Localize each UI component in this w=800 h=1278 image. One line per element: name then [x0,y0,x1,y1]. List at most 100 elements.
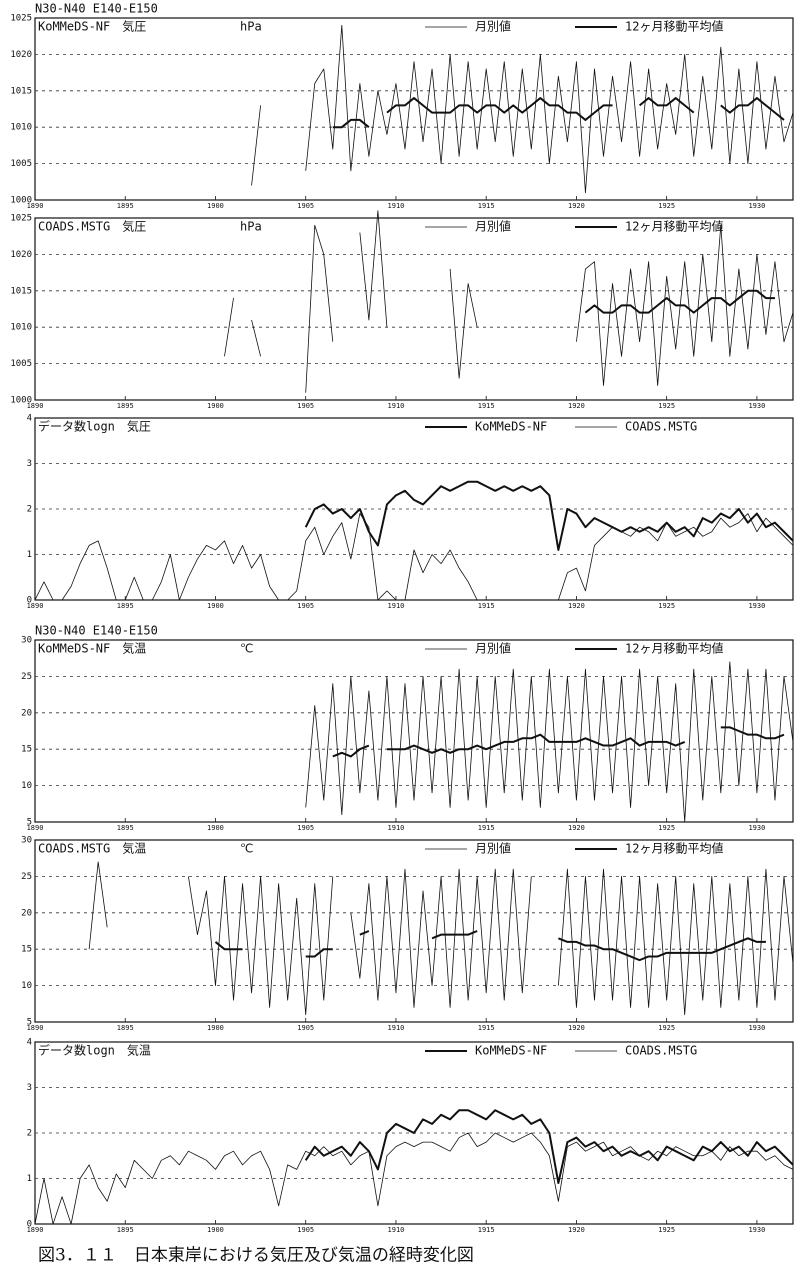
y-tick-label: 2 [27,505,32,515]
x-tick-label: 1925 [658,202,675,210]
y-tick-label: 0 [27,596,32,606]
y-tick-label: 5 [27,818,32,828]
x-tick-label: 1915 [478,402,495,410]
x-tick-label: 1915 [478,1226,495,1234]
legend-label: 12ヶ月移動平均値 [625,641,723,656]
y-tick-label: 1 [27,550,32,560]
legend-label: KoMMeDS-NF [475,1044,547,1058]
series-line [304,480,794,551]
x-tick-label: 1895 [117,402,134,410]
x-tick-label: 1930 [748,602,765,610]
y-tick-label: 30 [21,636,32,646]
x-tick-label: 1920 [568,824,585,832]
x-tick-label: 1890 [27,1024,44,1032]
panel-label: データ数logn 気温 [38,1043,151,1058]
unit-label: ℃ [240,642,253,656]
x-tick-label: 1910 [388,202,405,210]
x-tick-label: 1910 [388,1226,405,1234]
y-tick-label: 1005 [10,359,32,369]
x-tick-label: 1920 [568,602,585,610]
x-tick-label: 1890 [27,402,44,410]
panel-label: KoMMeDS-NF 気圧 [38,19,146,34]
y-tick-label: 1000 [10,196,32,206]
y-tick-label: 1005 [10,159,32,169]
y-tick-label: 1000 [10,396,32,406]
x-tick-label: 1890 [27,202,44,210]
series-line [34,513,794,601]
x-tick-label: 1920 [568,202,585,210]
y-tick-label: 30 [21,836,32,846]
y-tick-label: 2 [27,1129,32,1139]
unit-label: hPa [240,220,262,234]
y-tick-label: 20 [21,908,32,918]
series-line [251,24,794,194]
series-line [332,726,785,758]
x-tick-label: 1895 [117,1226,134,1234]
caption: 図3．１１ 日本東岸における気圧及び気温の経時変化図 [38,1246,474,1266]
x-tick-label: 1905 [297,1024,314,1032]
y-tick-label: 1020 [10,50,32,60]
x-tick-label: 1905 [297,1226,314,1234]
legend-label: COADS.MSTG [625,420,697,434]
x-tick-label: 1890 [27,602,44,610]
x-tick-label: 1910 [388,1024,405,1032]
x-tick-label: 1900 [207,824,224,832]
y-tick-label: 3 [27,1083,32,1093]
x-tick-label: 1900 [207,1226,224,1234]
y-tick-label: 5 [27,1018,32,1028]
y-tick-label: 1025 [10,14,32,24]
y-tick-label: 1025 [10,214,32,224]
plot-frame [34,17,794,201]
x-tick-label: 1895 [117,824,134,832]
plot-frame [34,217,794,401]
y-tick-label: 25 [21,672,32,682]
x-tick-label: 1915 [478,202,495,210]
x-tick-label: 1930 [748,202,765,210]
series-line [224,210,794,393]
y-tick-label: 25 [21,872,32,882]
x-tick-label: 1905 [297,202,314,210]
y-tick-label: 1015 [10,286,32,296]
legend-label: 12ヶ月移動平均値 [625,841,723,856]
series-line [34,1132,794,1225]
unit-label: ℃ [240,842,253,856]
legend-label: COADS.MSTG [625,1044,697,1058]
legend-label: 月別値 [475,641,511,656]
series-line [305,661,794,823]
series-line [584,289,775,314]
legend-label: KoMMeDS-NF [475,420,547,434]
series-line [332,97,785,129]
x-tick-label: 1915 [478,602,495,610]
unit-label: hPa [240,20,262,34]
x-tick-label: 1930 [748,402,765,410]
x-tick-label: 1915 [478,1024,495,1032]
legend-label: 12ヶ月移動平均値 [625,219,723,234]
legend-label: 12ヶ月移動平均値 [625,19,723,34]
y-tick-label: 0 [27,1220,32,1230]
y-tick-label: 15 [21,945,32,955]
x-tick-label: 1925 [658,402,675,410]
x-tick-label: 1920 [568,1024,585,1032]
x-tick-label: 1910 [388,824,405,832]
region-title: N30-N40 E140-E150 [35,624,158,638]
y-tick-label: 1 [27,1174,32,1184]
x-tick-label: 1890 [27,1226,44,1234]
y-tick-label: 1010 [10,123,32,133]
x-tick-label: 1925 [658,1024,675,1032]
series-line [88,861,794,1016]
x-tick-label: 1915 [478,824,495,832]
legend-label: 月別値 [475,19,511,34]
y-tick-label: 1020 [10,250,32,260]
series-line [214,930,766,962]
y-tick-label: 10 [21,981,32,991]
x-tick-label: 1895 [117,202,134,210]
x-tick-label: 1900 [207,1024,224,1032]
panel-label: KoMMeDS-NF 気温 [38,641,146,656]
x-tick-label: 1895 [117,1024,134,1032]
plot-frame [34,639,794,823]
x-tick-label: 1930 [748,1226,765,1234]
